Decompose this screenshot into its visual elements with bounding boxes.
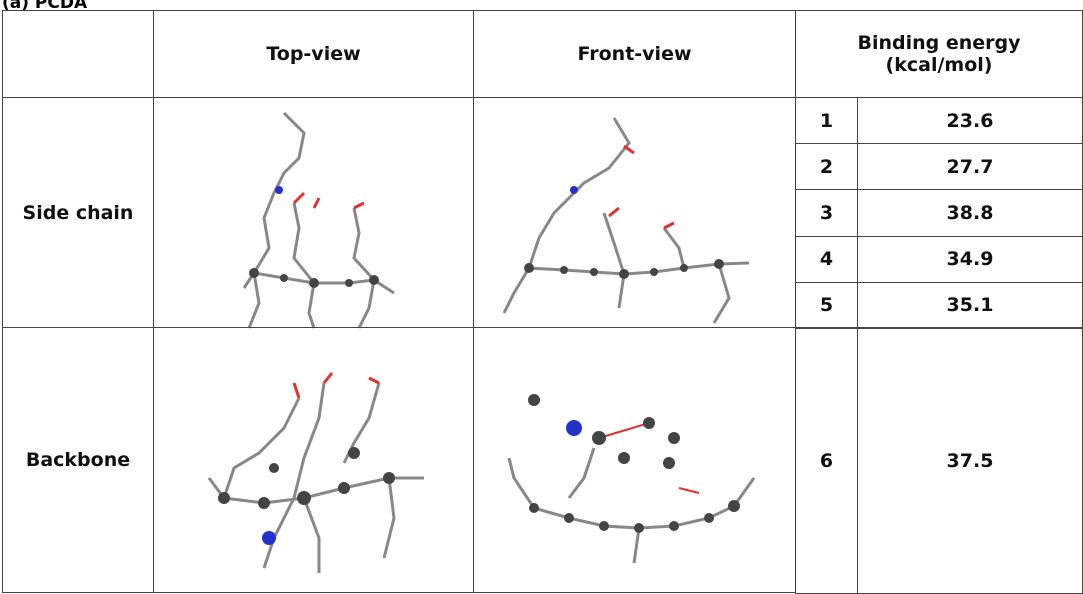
image-cell [153,327,474,593]
binding-energy: 34.9 [947,248,994,270]
binding-energy: 27.7 [947,156,994,178]
index-cell: 2 [795,143,858,190]
row-label-cell: Backbone [2,327,154,593]
index: 3 [820,202,833,224]
binding-energy: 35.1 [947,294,994,316]
header-cell: Top-view [153,10,474,98]
index-cell: 3 [795,189,858,236]
figure: (a) PCDA Top-view Front-view Binding ene… [0,0,1083,592]
molecule-front-view [474,98,797,329]
image-cell [473,97,796,328]
binding-energy-cell: 37.5 [857,327,1083,594]
index-cell: 1 [795,97,858,144]
header-cell: Front-view [473,10,796,98]
molecule-front-view [474,328,797,594]
header-text: (kcal/mol) [886,54,993,76]
header-text: Top-view [266,43,360,65]
header-text: Binding energy [857,32,1020,54]
header-cell: Binding energy (kcal/mol) [795,10,1083,98]
index-cell: 6 [795,327,858,594]
header-corner [2,10,154,98]
row-label: Backbone [26,449,130,471]
binding-energy: 38.8 [947,202,994,224]
index-cell: 4 [795,236,858,283]
index: 2 [820,156,833,178]
index: 4 [820,248,833,270]
molecule-top-view [154,328,475,594]
row-label: Side chain [23,202,134,224]
index-cell: 5 [795,282,858,329]
image-cell [153,97,474,328]
index: 1 [820,110,833,132]
index: 5 [820,294,833,316]
index: 6 [820,450,833,472]
binding-energy: 37.5 [947,450,994,472]
image-cell [473,327,796,593]
binding-energy: 23.6 [947,110,994,132]
molecule-top-view [154,98,475,329]
row-label-cell: Side chain [2,97,154,328]
binding-energy-cell: 38.8 [857,189,1083,236]
header-text: Front-view [577,43,691,65]
binding-energy-cell: 27.7 [857,143,1083,190]
binding-energy-cell: 34.9 [857,236,1083,283]
binding-energy-cell: 23.6 [857,97,1083,144]
binding-energy-cell: 35.1 [857,282,1083,329]
